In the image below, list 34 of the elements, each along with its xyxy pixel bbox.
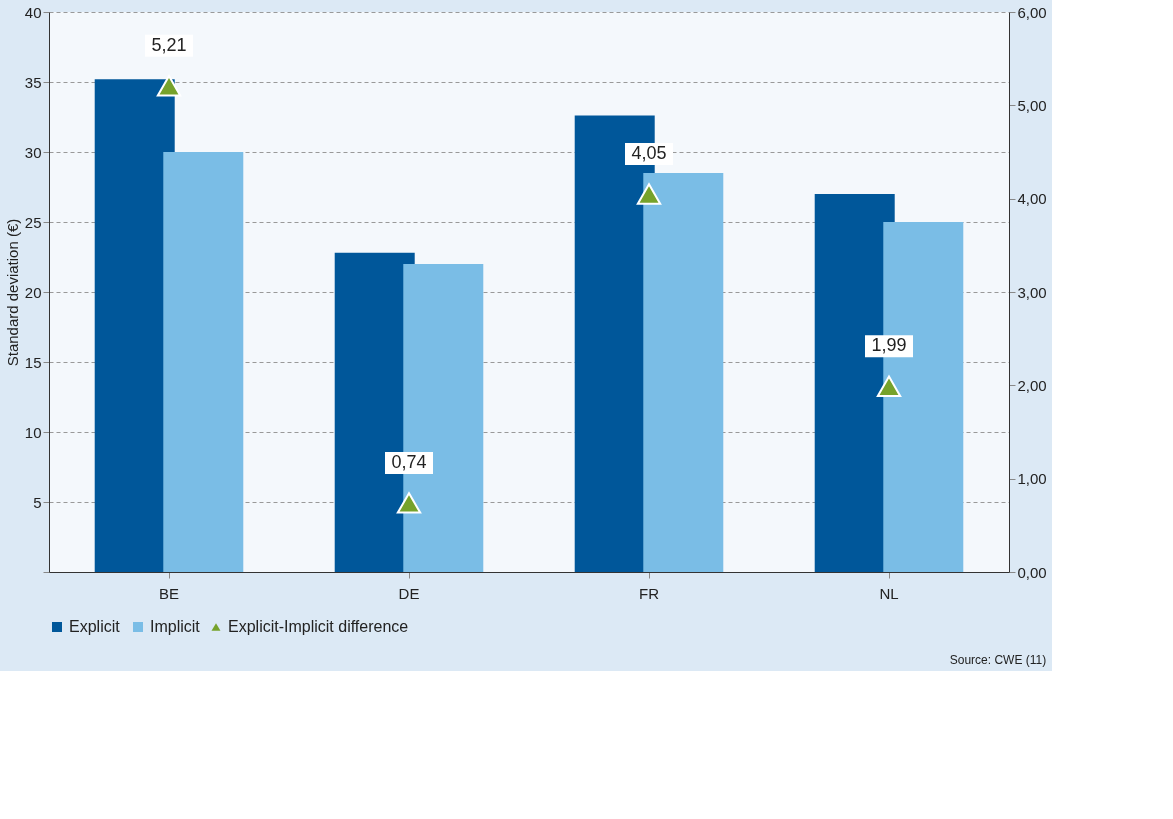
- bar: [163, 152, 244, 572]
- point: [876, 375, 902, 397]
- y-tick-label: 40: [24, 3, 42, 21]
- x-tick-label: NL: [879, 584, 899, 602]
- y-tick-label: 10: [24, 423, 42, 441]
- y2-tick-label: 6,00: [1017, 3, 1047, 21]
- data-label: 1,99: [871, 335, 907, 356]
- y-tick-label: 15: [24, 353, 42, 371]
- point: [636, 183, 662, 205]
- x-tick-label: DE: [398, 584, 420, 602]
- y-tick-label: 35: [24, 73, 42, 91]
- legend-label: Explicit-Implicit difference: [228, 618, 409, 635]
- x-tick-label: FR: [639, 584, 660, 602]
- bar: [643, 173, 724, 572]
- x-tick-label: BE: [158, 584, 180, 602]
- data-label: 0,74: [391, 451, 427, 472]
- point: [396, 492, 422, 514]
- y2-tick-label: 3,00: [1017, 283, 1047, 301]
- y-axis-title: Standard deviation (€): [3, 218, 21, 367]
- y-tick-label: 30: [24, 143, 42, 161]
- y2-tick-label: 5,00: [1017, 96, 1047, 114]
- data-label: 5,21: [151, 34, 187, 55]
- y2-tick-label: 1,00: [1017, 470, 1047, 488]
- data-label: 4,05: [631, 143, 667, 163]
- y2-tick-label: 4,00: [1017, 190, 1047, 208]
- source-note: Source: CWE (11): [949, 653, 1047, 667]
- legend-label: Implicit: [150, 618, 201, 635]
- y-tick-label: 5: [33, 493, 42, 511]
- y-tick-label: 20: [24, 283, 42, 301]
- y-tick-label: 25: [24, 213, 42, 231]
- point: [156, 75, 182, 97]
- y2-tick-label: 2,00: [1017, 376, 1047, 394]
- legend-label: Explicit: [69, 618, 121, 635]
- y2-tick-label: 0,00: [1017, 563, 1047, 581]
